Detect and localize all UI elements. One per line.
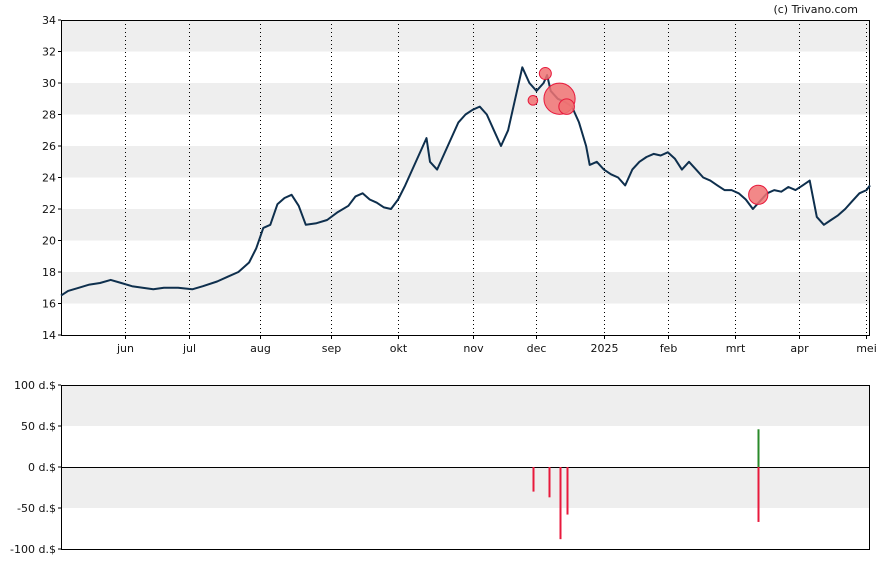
trade-bubble <box>748 184 769 205</box>
trade-bubble <box>538 67 552 81</box>
x-tick-label: aug <box>250 342 271 355</box>
y-tick-label: -50 d.$ <box>17 502 56 515</box>
x-tick-label: okt <box>390 342 408 355</box>
y-tick-label: 14 <box>42 329 56 342</box>
y-tick-label: 26 <box>42 140 56 153</box>
price-chart: 14 16 18 20 22 24 26 28 30 32 34 jun jul aug sep okt nov… <box>42 14 877 355</box>
y-tick-label: -100 d.$ <box>10 543 56 556</box>
y-band <box>61 467 870 508</box>
x-tick-label: feb <box>660 342 678 355</box>
y-band <box>61 20 870 52</box>
price-frame <box>61 20 870 336</box>
y-tick-label: 0 d.$ <box>28 461 56 474</box>
trade-bubble <box>527 95 539 106</box>
trade-frame <box>61 385 870 550</box>
y-tick-label: 24 <box>42 172 56 185</box>
y-tick-label: 100 d.$ <box>14 379 56 392</box>
x-tick-label: nov <box>463 342 484 355</box>
x-tick-label: 2025 <box>591 342 619 355</box>
x-tick-label: apr <box>790 342 809 355</box>
y-tick-label: 18 <box>42 266 56 279</box>
insider-trade-chart: 100 d.$ 50 d.$ 0 d.$ -50 d.$ -100 d.$ <box>10 379 870 556</box>
x-tick-label: jul <box>182 342 196 355</box>
x-tick-label: mei <box>856 342 877 355</box>
y-tick-label: 22 <box>42 203 56 216</box>
x-tick-label: sep <box>322 342 341 355</box>
y-tick-label: 20 <box>42 235 56 248</box>
y-band <box>61 385 870 426</box>
y-band <box>61 209 870 241</box>
x-tick-label: mrt <box>726 342 746 355</box>
y-tick-label: 28 <box>42 109 56 122</box>
x-tick-label: dec <box>527 342 547 355</box>
trade-bubble <box>558 98 575 115</box>
x-tick-label: jun <box>116 342 134 355</box>
y-band <box>61 146 870 178</box>
y-band <box>61 83 870 115</box>
y-tick-label: 50 d.$ <box>21 420 56 433</box>
y-tick-label: 32 <box>42 46 56 59</box>
y-tick-label: 34 <box>42 14 56 27</box>
price-line <box>60 66 871 297</box>
y-tick-label: 30 <box>42 77 56 90</box>
copyright-label: (c) Trivano.com <box>773 3 858 16</box>
y-tick-label: 16 <box>42 298 56 311</box>
